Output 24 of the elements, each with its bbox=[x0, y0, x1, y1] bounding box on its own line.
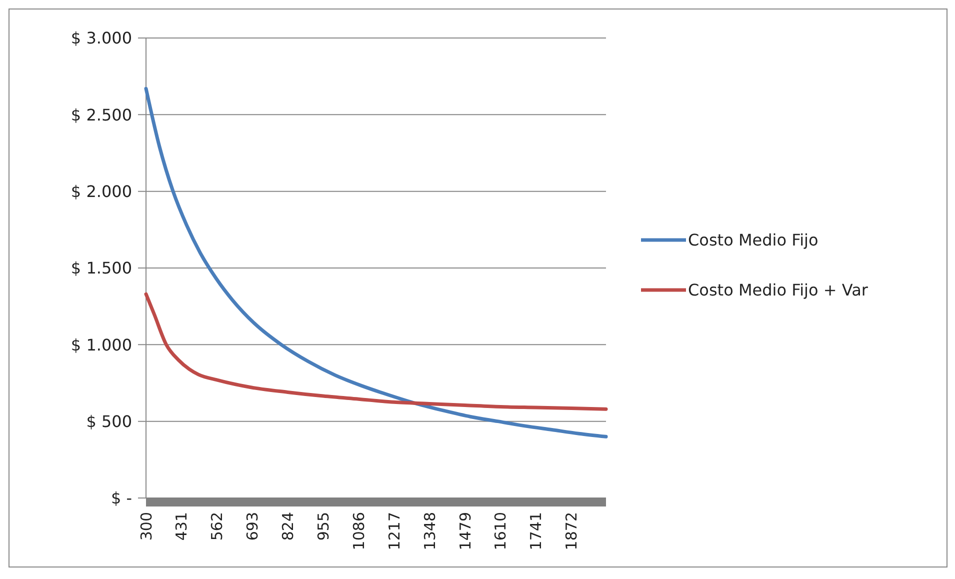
y-tick-label: $ 2.500 bbox=[70, 105, 132, 124]
y-tick-label: $ 1.000 bbox=[70, 335, 132, 354]
y-tick-label: $ 500 bbox=[86, 412, 132, 431]
line-series bbox=[144, 86, 608, 438]
x-tick-label: 1872 bbox=[562, 512, 581, 550]
y-tick-label: $ - bbox=[110, 488, 132, 508]
y-tick-label: $ 3.000 bbox=[70, 28, 132, 48]
x-tick-label: 1217 bbox=[385, 512, 404, 550]
x-tick-label: 1086 bbox=[350, 512, 368, 550]
line-series bbox=[144, 292, 608, 411]
x-tick-label: 1348 bbox=[420, 512, 439, 550]
x-tick-label: 562 bbox=[208, 512, 226, 541]
x-tick-label: 1610 bbox=[492, 512, 510, 550]
legend-label: Costo Medio Fijo + Var bbox=[688, 280, 868, 300]
x-tick-label: 824 bbox=[279, 512, 298, 541]
legend-label: Costo Medio Fijo bbox=[688, 230, 818, 250]
x-tick-label: 1479 bbox=[456, 512, 474, 550]
x-tick-label: 693 bbox=[244, 512, 262, 541]
y-tick-label: $ 1.500 bbox=[70, 258, 132, 278]
y-tick-label: $ 2.000 bbox=[70, 182, 132, 201]
x-tick-label: 300 bbox=[137, 512, 156, 541]
x-tick-label: 431 bbox=[172, 512, 191, 541]
x-tick-label: 955 bbox=[314, 512, 332, 541]
x-tick-label: 1741 bbox=[527, 512, 546, 550]
